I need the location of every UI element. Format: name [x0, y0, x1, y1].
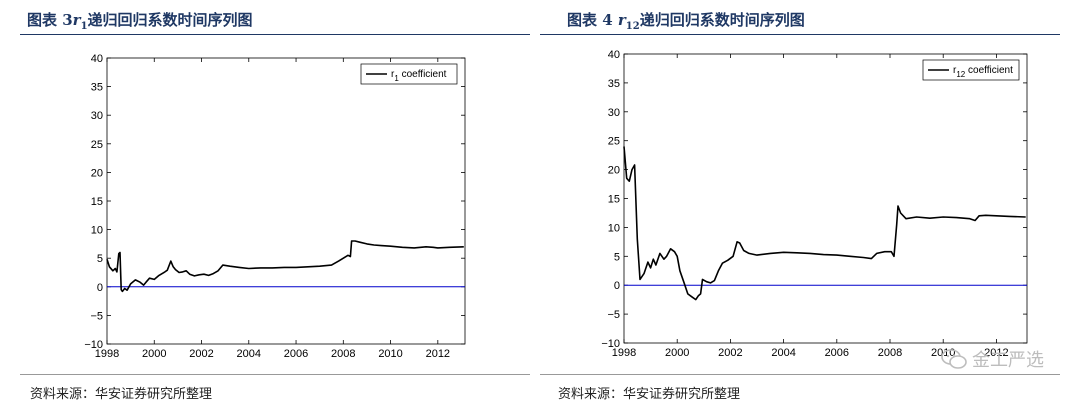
y-tick-label: −10	[601, 338, 620, 350]
y-tick-label: 20	[608, 165, 620, 177]
y-tick-label: 0	[97, 282, 103, 294]
x-tick-label: 2012	[426, 348, 450, 360]
plot-frame	[106, 57, 466, 345]
x-tick-label: 2006	[284, 348, 308, 360]
plot-frame	[623, 53, 1028, 344]
y-tick-label: 40	[91, 53, 103, 65]
footer-rule	[540, 374, 1060, 375]
figure-title: 图表 4 r12递归回归系数时间序列图	[567, 9, 805, 32]
legend-box	[360, 63, 458, 85]
source-note: 资料来源：华安证券研究所整理	[558, 387, 741, 402]
figure-panel-right: 图表 4 r12递归回归系数时间序列图 −10 −5 0 5 10 15 20 25 30 35 4…	[540, 0, 1080, 410]
title-prefix: 图表 4	[567, 11, 618, 29]
title-rule	[540, 34, 1060, 35]
x-tick-label: 2008	[331, 348, 355, 360]
y-tick-label: 10	[91, 225, 103, 237]
y-tick-label: 15	[608, 194, 620, 206]
y-tick-label: 30	[91, 110, 103, 122]
title-prefix: 图表 3	[27, 11, 73, 29]
x-tick-label: 2004	[771, 347, 795, 359]
coefficient-series-line	[623, 146, 1026, 301]
y-tick-label: 10	[608, 222, 620, 234]
wechat-icon	[941, 349, 967, 369]
x-tick-label: 2000	[665, 347, 689, 359]
x-tick-label: 2010	[378, 348, 402, 360]
title-symbol: r	[72, 11, 81, 29]
y-tick-label: 0	[614, 280, 620, 292]
watermark-text: 金工严选	[972, 350, 1044, 371]
x-tick-label: 1998	[95, 348, 119, 360]
x-tick-label: 2006	[825, 347, 849, 359]
y-tick-label: −5	[607, 309, 620, 321]
chart-r1-coefficient: −10 −5 0 5 10 15 20 25 30 35 40 1998 2000 2002 2004 200…	[84, 53, 466, 360]
x-tick-label: 2002	[189, 348, 213, 360]
x-tick-label: 2000	[142, 348, 166, 360]
y-tick-label: 40	[608, 49, 620, 61]
x-tick-label: 2008	[878, 347, 902, 359]
title-symbol: r	[617, 11, 626, 29]
y-tick-label: 35	[608, 78, 620, 90]
y-tick-label: 35	[91, 82, 103, 94]
y-tick-label: 30	[608, 107, 620, 119]
title-rule	[20, 34, 530, 35]
figure-panel-left: 图表 3r1递归回归系数时间序列图 −10 −5 0 5 10 15 20 25 30 35 40 1…	[20, 9, 530, 402]
footer-rule	[20, 374, 530, 375]
y-tick-label: 5	[97, 253, 103, 265]
coefficient-series-line	[106, 240, 464, 293]
title-suffix: 递归回归系数时间序列图	[639, 11, 805, 29]
figure-title: 图表 3r1递归回归系数时间序列图	[27, 9, 253, 32]
title-subscript: 1	[80, 21, 88, 32]
legend-label: r1 coefficient	[391, 69, 447, 83]
x-tick-label: 2004	[237, 348, 261, 360]
title-subscript: 12	[625, 21, 640, 32]
x-tick-label: 1998	[612, 347, 636, 359]
y-tick-label: 15	[91, 196, 103, 208]
y-tick-label: 25	[91, 139, 103, 151]
legend-box	[922, 59, 1020, 81]
x-tick-label: 2012	[984, 347, 1008, 359]
source-note: 资料来源：华安证券研究所整理	[30, 387, 213, 402]
x-tick-label: 2002	[718, 347, 742, 359]
y-tick-label: −10	[84, 339, 103, 351]
legend-label: r12 coefficient	[953, 65, 1013, 79]
watermark: 金工严选	[940, 346, 1044, 372]
y-tick-label: 20	[91, 167, 103, 179]
y-tick-label: −5	[90, 310, 103, 322]
y-tick-label: 25	[608, 136, 620, 148]
y-tick-label: 5	[614, 251, 620, 263]
title-suffix: 递归回归系数时间序列图	[87, 11, 253, 29]
chart-r12-coefficient: −10 −5 0 5 10 15 20 25 30 35 40 1998 2000 2002 2004 200…	[601, 49, 1028, 359]
